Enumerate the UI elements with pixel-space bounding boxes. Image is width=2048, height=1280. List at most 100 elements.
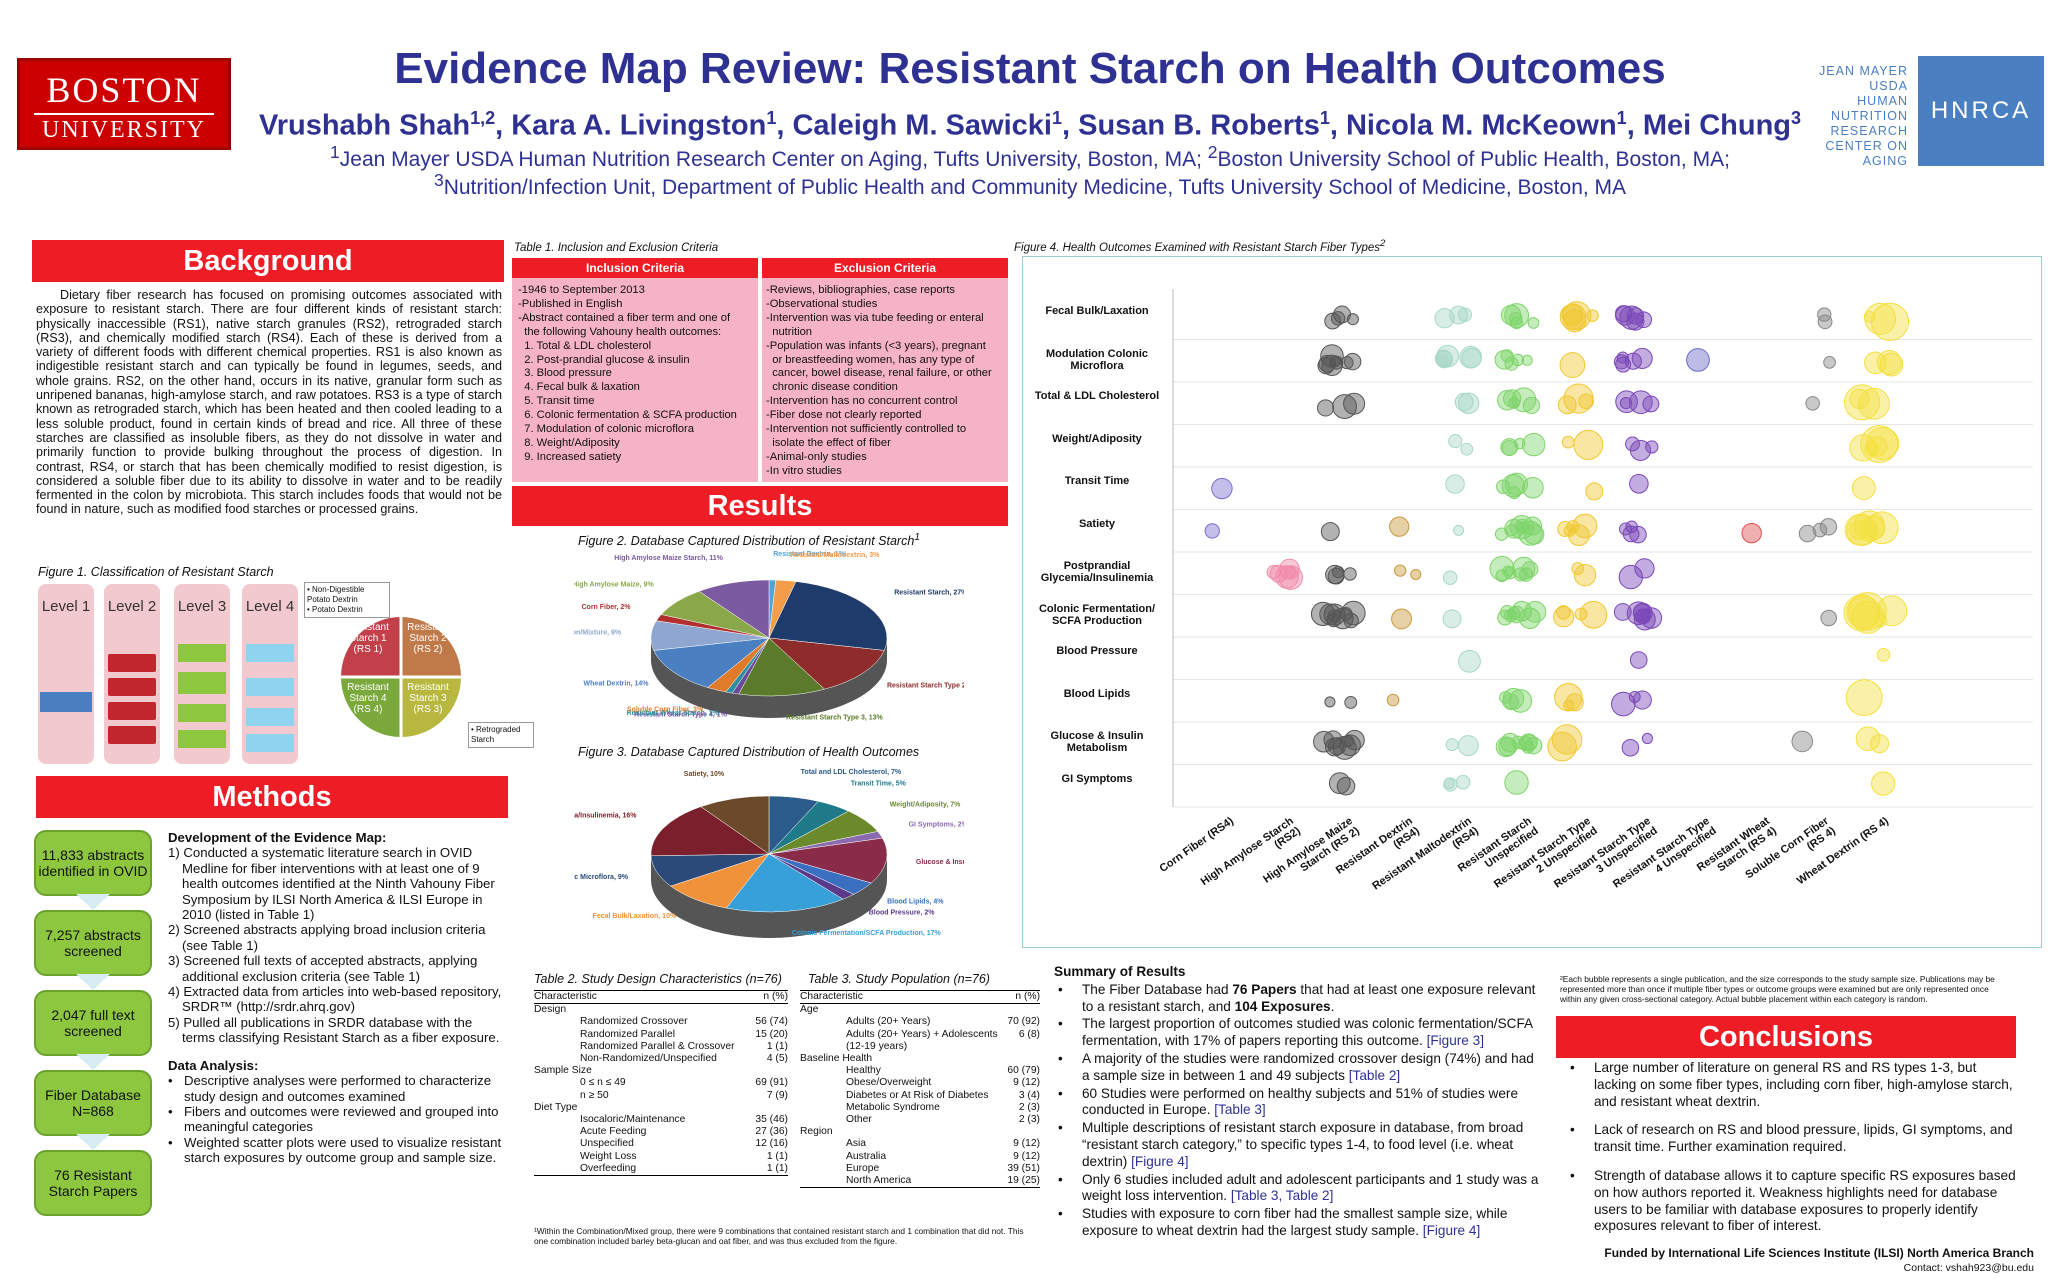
row-value: 9 (12) [1013,1150,1040,1162]
summary-reference-link[interactable]: [Table 3] [1214,1102,1266,1118]
row-label: Age [800,1004,819,1016]
bubble [1319,603,1341,626]
dev-item: 5) Pulled all publications in SRDR datab… [168,1014,500,1046]
affil2-sup: 2 [1207,142,1218,162]
level3-box [178,644,226,662]
bubble [1310,601,1336,627]
table3-caption: Table 3. Study Population (n=76) [808,972,990,986]
table-row: Overfeeding 1 (1) [534,1163,788,1175]
bubble [1613,354,1630,370]
bubble [1586,309,1599,322]
bubble [1619,397,1633,410]
table-footnote: ¹Within the Combination/Mixed group, the… [534,1226,1024,1246]
bubble [1323,730,1343,750]
col-characteristic: Characteristic [800,991,863,1002]
outcome-label: Blood Lipids [1063,687,1131,700]
outcome-label: Total & LDL Cholesterol [1034,390,1160,402]
inclusion-item: 2. Post-prandial glucose & insulin [518,353,690,366]
flow-step: Fiber Database N=868 [34,1070,152,1136]
summary-text-part: 60 Studies were performed on healthy sub… [1082,1085,1519,1118]
summary-reference-link[interactable]: [Figure 4] [1422,1222,1481,1238]
bubble [1458,649,1481,673]
bubble [1557,395,1577,415]
bubble [1494,349,1515,370]
affiliation-line-1: 1Jean Mayer USDA Human Nutrition Researc… [240,142,1820,172]
level-2-column: Level 2 [104,584,160,764]
summary-bold: 104 Exposures [1234,998,1331,1014]
pie-slice [650,806,770,857]
table-row: North America 19 (25) [800,1175,1040,1187]
table2-design: Characteristic n (%) Design Randomized Cros… [534,990,788,1177]
inclusion-item: -Published in English [518,297,623,310]
outcome-label: Fecal Bulk/Laxation [1045,305,1149,317]
figure3-caption: Figure 3. Database Captured Distribution… [578,745,920,759]
row-value: 70 (92) [1007,1016,1040,1028]
bubble [1496,479,1511,494]
bubble [1455,774,1471,790]
row-value: 56 (74) [755,1016,788,1028]
bubble [1645,440,1659,454]
summary-reference-link[interactable]: [Figure 3] [1426,1033,1484,1049]
bubble [1495,569,1509,583]
bullet: • [1058,981,1063,997]
inclusion-header: Inclusion Criteria [512,258,758,278]
row-label: Baseline Health [800,1053,873,1065]
table-row: Europe 39 (51) [800,1163,1040,1175]
bubble [1626,312,1645,331]
affil3-sup: 3 [433,170,444,190]
bubble [1500,438,1519,456]
row-value: 19 (25) [1007,1175,1040,1187]
pie-label: High Amylose Maize, 9% [574,582,654,589]
conclusion-item: • Strength of database allows it to captu… [1566,1168,2016,1235]
inclusion-item: the following Vahouny health outcomes: [518,325,722,338]
row-value: 9 (12) [1013,1077,1040,1089]
pie-label: Fecal Bulk/Laxation, 10% [593,913,677,920]
fig4-caption-sup: 2 [1380,238,1386,249]
quadrant-rs4: Resistant Starch 4 (RS 4) [347,682,389,715]
table-row: Healthy 60 (79) [800,1065,1040,1077]
affiliation-line-2: 3Nutrition/Infection Unit, Department of… [240,170,1820,200]
hnrca-line: AGING [1862,154,1908,168]
pie-label: GI Symptoms, 2% [909,822,964,829]
pie-label: Resistant Maltodextrin, 3% [790,552,880,559]
summary-text-part: . [1330,998,1335,1014]
summary-reference-link[interactable]: [Figure 4] [1131,1153,1189,1169]
quadrant-rs1: Resistant Starch 1 (RS 1) [347,622,389,655]
pie-slice [738,637,826,697]
bubble [1453,524,1465,536]
summary-item: • Only 6 studies included adult and adole… [1054,1172,1544,1206]
bubble [1622,525,1640,543]
summary-text: Multiple descriptions of resistant starc… [1082,1120,1544,1170]
bubble [1511,387,1537,413]
bubble [1503,389,1522,408]
methods-flowchart: 11,833 abstracts identified in OVID 7,257… [30,830,156,1216]
pie-label: Soluble Corn Fiber, 3% [627,706,704,713]
bubble [1851,600,1885,634]
hnrca-line: CENTER ON [1825,139,1908,153]
row-label: Unspecified [580,1138,634,1150]
conclusion-text: Lack of research on RS and blood pressur… [1594,1122,2013,1155]
logo-line2: UNIVERSITY [34,113,214,145]
outcome-label: Satiety [1078,517,1116,530]
inclusion-item: 1. Total & LDL cholesterol [518,339,652,352]
pie-label: High Amylose Maize Starch, 11% [614,555,723,562]
analysis-text: Fibers and outcomes were reviewed and gr… [184,1103,499,1135]
table-row: 0 ≤ n ≤ 49 69 (91) [534,1077,788,1089]
bubble [1394,564,1407,577]
bubble [1798,524,1817,543]
bubble [1443,777,1455,790]
bubble [1344,729,1365,751]
pie-label: Weight/Adiposity, 7% [890,802,961,809]
row-label: Randomized Parallel & Crossover [580,1040,735,1052]
table-row: Diet Type [534,1102,788,1114]
pie-label: Colonic Fermentation/SCFA Production, 17… [792,930,942,937]
row-label: Australia [846,1150,887,1162]
summary-reference-link[interactable]: [Table 2] [1348,1067,1401,1083]
row-value: 9 (12) [1013,1138,1040,1150]
bubble [1846,595,1880,629]
bubble [1853,510,1886,542]
bubble [1843,384,1881,421]
row-value: 39 (51) [1007,1162,1040,1174]
bubble-plot [1172,289,2033,808]
summary-reference-link[interactable]: [Table 3, Table 2] [1230,1188,1334,1204]
